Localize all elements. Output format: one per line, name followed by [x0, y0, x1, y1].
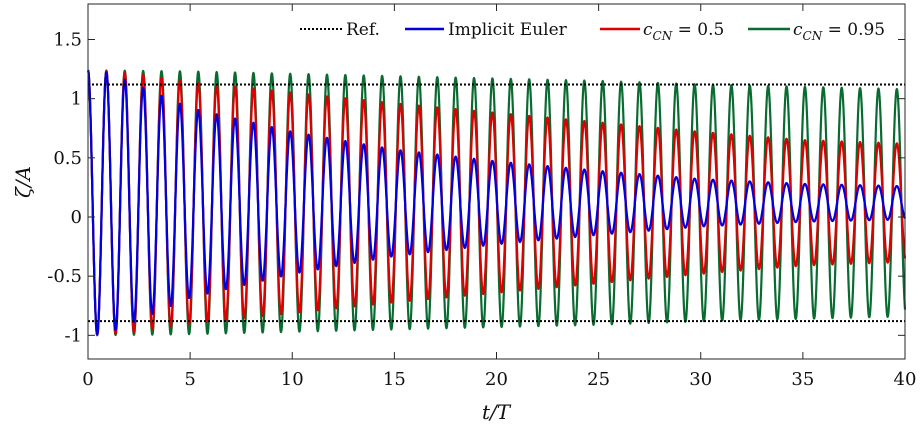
y-tick-label-3: 0.5	[53, 148, 82, 169]
x-tick-label-8: 40	[894, 369, 917, 390]
y-tick-label-2: 0	[71, 207, 82, 228]
y-tick-label-5: 1.5	[53, 30, 82, 51]
y-tick-label-4: 1	[71, 89, 82, 110]
legend-label-cn095: cCN = 0.95	[793, 20, 885, 43]
x-tick-label-5: 25	[587, 369, 610, 390]
legend-label-cn05: cCN = 0.5	[643, 20, 724, 43]
x-tick-label-6: 30	[689, 369, 712, 390]
legend: Ref. Implicit Euler cCN = 0.5 cCN = 0.95	[300, 20, 885, 43]
legend-label-ref: Ref.	[346, 20, 380, 40]
x-axis-label: t/T	[482, 400, 512, 424]
legend-label-cn05-prefix: c	[643, 20, 653, 40]
legend-label-cn095-value: = 0.95	[822, 20, 885, 40]
x-tick-label-0: 0	[82, 369, 93, 390]
y-axis: -1 -0.5 0 0.5 1 1.5	[47, 30, 905, 346]
legend-label-cn095-sub: CN	[803, 29, 823, 43]
y-axis-label: ζ/A	[11, 166, 35, 198]
x-tick-label-3: 15	[383, 369, 406, 390]
legend-label-cn095-prefix: c	[793, 20, 803, 40]
y-tick-label-1: -0.5	[47, 266, 82, 287]
legend-label-euler: Implicit Euler	[448, 20, 568, 40]
legend-label-cn05-sub: CN	[653, 29, 673, 43]
x-tick-label-1: 5	[184, 369, 195, 390]
x-tick-label-7: 35	[791, 369, 814, 390]
x-axis: 0 5 10 15 20 25 30 35 40	[82, 4, 916, 390]
series-layer	[87, 69, 907, 337]
x-tick-label-4: 20	[485, 369, 508, 390]
y-tick-label-0: -1	[64, 325, 82, 346]
legend-label-cn05-value: = 0.5	[672, 20, 724, 40]
x-tick-label-2: 10	[281, 369, 304, 390]
series-line-1	[87, 69, 906, 336]
